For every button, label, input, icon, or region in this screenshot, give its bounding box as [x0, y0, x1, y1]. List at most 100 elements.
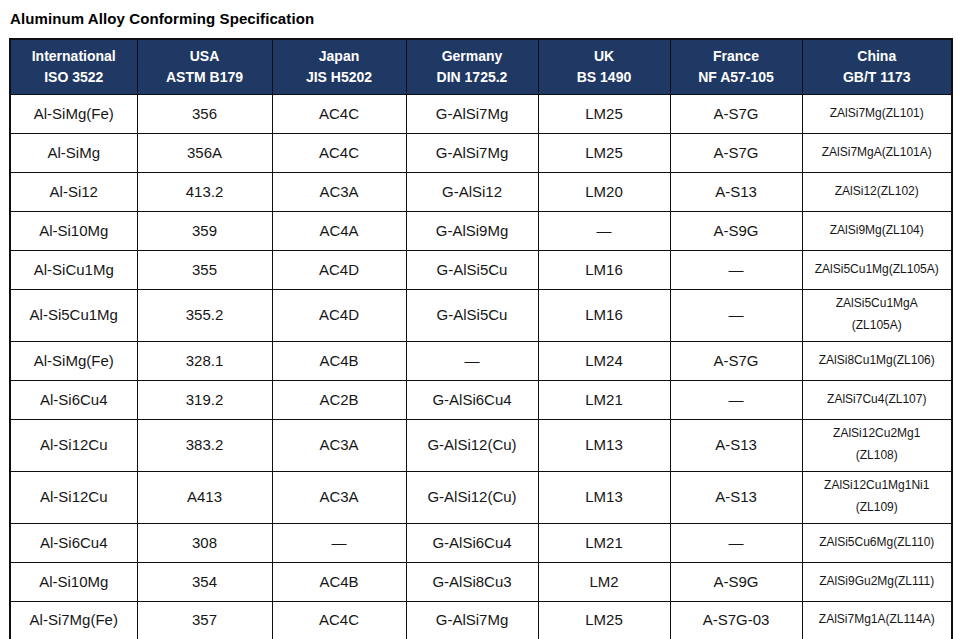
- table-cell: ZAlSi12Cu2Mg1 (ZL108): [802, 419, 952, 471]
- table-row: Al-Si10Mg354AC4BG-AlSi8Cu3LM2A-S9GZAlSi9…: [10, 562, 952, 601]
- table-cell: Al-Si12: [10, 172, 137, 211]
- table-cell: 354: [137, 562, 272, 601]
- table-cell: G-AlSi7Mg: [406, 133, 538, 172]
- table-cell: 357: [137, 601, 272, 639]
- column-header-germany: Germany DIN 1725.2: [406, 39, 538, 94]
- table-cell: AC4D: [272, 289, 406, 341]
- table-cell: LM2: [538, 562, 670, 601]
- table-cell: A-S13: [670, 172, 802, 211]
- table-cell: A-S7G: [670, 133, 802, 172]
- table-cell: A-S7G: [670, 94, 802, 133]
- table-cell: G-AlSi7Mg: [406, 94, 538, 133]
- table-header: International ISO 3522USA ASTM B179Japan…: [10, 39, 952, 94]
- table-cell: Al-Si5Cu1Mg: [10, 289, 137, 341]
- table-cell: 355: [137, 250, 272, 289]
- table-cell: Al-Si10Mg: [10, 562, 137, 601]
- table-cell: LM21: [538, 380, 670, 419]
- table-cell: 383.2: [137, 419, 272, 471]
- table-cell: G-AlSi12(Cu): [406, 419, 538, 471]
- table-cell: LM25: [538, 601, 670, 639]
- column-header-uk: UK BS 1490: [538, 39, 670, 94]
- table-cell: Al-Si12Cu: [10, 419, 137, 471]
- table-cell: LM21: [538, 523, 670, 562]
- table-cell: ZAlSi12(ZL102): [802, 172, 952, 211]
- table-cell: ZAlSi5Cu6Mg(ZL110): [802, 523, 952, 562]
- table-cell: AC3A: [272, 471, 406, 523]
- table-cell: A-S13: [670, 419, 802, 471]
- table-row: Al-Si10Mg359AC4AG-AlSi9Mg—A-S9GZAlSi9Mg(…: [10, 211, 952, 250]
- column-header-france: France NF A57-105: [670, 39, 802, 94]
- table-cell: LM16: [538, 250, 670, 289]
- column-header-china: China GB/T 1173: [802, 39, 952, 94]
- table-cell: 328.1: [137, 341, 272, 380]
- table-row: Al-Si12413.2AC3AG-AlSi12LM20A-S13ZAlSi12…: [10, 172, 952, 211]
- table-row: Al-Si7Mg(Fe)357AC4CG-AlSi7MgLM25A-S7G-03…: [10, 601, 952, 639]
- table-cell: LM13: [538, 419, 670, 471]
- table-row: Al-SiMg(Fe)328.1AC4B—LM24A-S7GZAlSi8Cu1M…: [10, 341, 952, 380]
- table-row: Al-SiMg356AAC4CG-AlSi7MgLM25A-S7GZAlSi7M…: [10, 133, 952, 172]
- table-cell: AC4B: [272, 341, 406, 380]
- table-cell: AC4D: [272, 250, 406, 289]
- table-cell: AC3A: [272, 419, 406, 471]
- table-cell: ZAlSi12Cu1Mg1Ni1 (ZL109): [802, 471, 952, 523]
- table-cell: AC3A: [272, 172, 406, 211]
- table-cell: Al-Si6Cu4: [10, 523, 137, 562]
- table-cell: G-AlSi6Cu4: [406, 380, 538, 419]
- table-cell: —: [670, 380, 802, 419]
- table-cell: 413.2: [137, 172, 272, 211]
- table-cell: LM24: [538, 341, 670, 380]
- table-cell: Al-Si7Mg(Fe): [10, 601, 137, 639]
- table-cell: ZAlSi9Mg(ZL104): [802, 211, 952, 250]
- table-row: Al-Si12Cu383.2AC3AG-AlSi12(Cu)LM13A-S13Z…: [10, 419, 952, 471]
- table-cell: Al-Si12Cu: [10, 471, 137, 523]
- table-cell: A-S9G: [670, 211, 802, 250]
- table-cell: G-AlSi12: [406, 172, 538, 211]
- table-row: Al-Si12CuA413AC3AG-AlSi12(Cu)LM13A-S13ZA…: [10, 471, 952, 523]
- table-cell: G-AlSi5Cu: [406, 289, 538, 341]
- table-cell: LM13: [538, 471, 670, 523]
- table-cell: AC4C: [272, 601, 406, 639]
- column-header-japan: Japan JIS H5202: [272, 39, 406, 94]
- table-cell: —: [406, 341, 538, 380]
- table-cell: LM16: [538, 289, 670, 341]
- table-cell: Al-SiMg: [10, 133, 137, 172]
- table-cell: ZAlSi7Mg1A(ZL114A): [802, 601, 952, 639]
- table-cell: —: [670, 289, 802, 341]
- table-cell: LM20: [538, 172, 670, 211]
- table-cell: —: [272, 523, 406, 562]
- table-cell: AC4C: [272, 133, 406, 172]
- table-row: Al-SiMg(Fe)356AC4CG-AlSi7MgLM25A-S7GZAlS…: [10, 94, 952, 133]
- table-cell: Al-Si6Cu4: [10, 380, 137, 419]
- table-cell: ZAlSi7Mg(ZL101): [802, 94, 952, 133]
- table-cell: G-AlSi8Cu3: [406, 562, 538, 601]
- table-cell: Al-Si10Mg: [10, 211, 137, 250]
- table-cell: Al-SiMg(Fe): [10, 341, 137, 380]
- table-cell: A-S13: [670, 471, 802, 523]
- table-cell: 319.2: [137, 380, 272, 419]
- table-cell: LM25: [538, 133, 670, 172]
- document-page: Aluminum Alloy Conforming Specification …: [0, 0, 958, 639]
- table-cell: 308: [137, 523, 272, 562]
- page-title: Aluminum Alloy Conforming Specification: [10, 10, 950, 27]
- table-cell: 356A: [137, 133, 272, 172]
- table-body: Al-SiMg(Fe)356AC4CG-AlSi7MgLM25A-S7GZAlS…: [10, 94, 952, 639]
- table-cell: ZAlSi8Cu1Mg(ZL106): [802, 341, 952, 380]
- table-cell: Al-SiCu1Mg: [10, 250, 137, 289]
- table-cell: AC4C: [272, 94, 406, 133]
- table-cell: 359: [137, 211, 272, 250]
- table-cell: G-AlSi6Cu4: [406, 523, 538, 562]
- table-cell: G-AlSi7Mg: [406, 601, 538, 639]
- table-cell: A413: [137, 471, 272, 523]
- table-cell: —: [670, 250, 802, 289]
- table-cell: AC2B: [272, 380, 406, 419]
- table-row: Al-Si6Cu4308—G-AlSi6Cu4LM21—ZAlSi5Cu6Mg(…: [10, 523, 952, 562]
- table-cell: A-S9G: [670, 562, 802, 601]
- table-cell: ZAlSi5Cu1MgA (ZL105A): [802, 289, 952, 341]
- table-cell: G-AlSi5Cu: [406, 250, 538, 289]
- table-cell: A-S7G-03: [670, 601, 802, 639]
- table-cell: —: [538, 211, 670, 250]
- table-cell: G-AlSi12(Cu): [406, 471, 538, 523]
- table-cell: 356: [137, 94, 272, 133]
- table-cell: Al-SiMg(Fe): [10, 94, 137, 133]
- alloy-specification-table: International ISO 3522USA ASTM B179Japan…: [9, 38, 953, 639]
